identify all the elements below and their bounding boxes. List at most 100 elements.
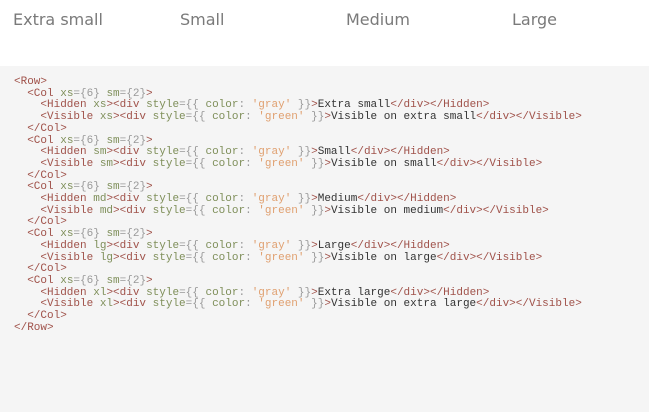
code-tag: </Col> (27, 310, 67, 323)
code-string: 'gray' (251, 146, 292, 159)
code-attribute: style (152, 204, 186, 217)
code-line: </Col> (0, 217, 649, 229)
code-line: <Visible sm><div style={{ color: 'green'… (0, 157, 649, 171)
demo-label-large: Large (512, 10, 558, 29)
code-tag: > (324, 111, 331, 124)
code-text: Visible on extra large (330, 298, 477, 311)
code-text: Visible on large (330, 251, 437, 264)
code-punctuation: }} (304, 251, 325, 264)
code-tag: </div></Visible> (476, 111, 582, 124)
code-text (14, 287, 40, 299)
code-tag: ><div (106, 146, 140, 159)
code-tag: <Hidden (40, 146, 87, 159)
code-tag: <Hidden (40, 193, 87, 206)
code-text (14, 205, 40, 217)
code-attribute: xs (60, 181, 74, 194)
code-tag: ><div (106, 99, 140, 112)
code-punctuation: }} (291, 146, 312, 159)
code-punctuation: ={{ (179, 146, 206, 159)
code-attribute: sm (106, 181, 120, 194)
code-tag: <Visible (40, 204, 94, 217)
code-text (14, 135, 27, 147)
code-line: </Col> (0, 170, 649, 183)
code-tag: </div></Hidden> (350, 239, 450, 252)
code-line: <Row> (0, 76, 649, 89)
code-punctuation: }} (304, 157, 325, 170)
code-tag: > (311, 99, 318, 112)
code-punctuation: ={{ (185, 204, 213, 217)
code-string: 'green' (258, 251, 305, 264)
code-tag: </div></Visible> (476, 298, 582, 311)
code-string: 'green' (258, 157, 305, 170)
code-text (14, 146, 40, 158)
code-punctuation: ={6} (73, 181, 100, 194)
code-attribute: style (152, 298, 186, 311)
code-tag: > (324, 298, 331, 311)
code-attribute: xs (60, 228, 74, 241)
code-tag: <Col (27, 228, 54, 241)
code-attribute: color (205, 146, 239, 159)
code-tag: </Col> (27, 216, 67, 229)
code-punctuation: : (245, 298, 259, 311)
code-line: <Hidden md><div style={{ color: 'gray' }… (0, 193, 649, 206)
code-text (14, 111, 40, 123)
code-text (14, 310, 27, 322)
code-punctuation: : (245, 204, 259, 217)
code-line: <Col xs={6} sm={2}> (0, 181, 649, 194)
code-attribute: lg (93, 239, 107, 252)
code-punctuation: ={2} (119, 134, 147, 147)
code-line: <Hidden lg><div style={{ color: 'gray' }… (0, 239, 649, 253)
code-text (146, 205, 153, 217)
code-attribute: xs (99, 111, 114, 124)
code-tag: ><div (113, 204, 147, 217)
code-line: <Col xs={6} sm={2}> (0, 274, 649, 288)
code-tag: </Row> (14, 321, 54, 334)
code-line: <Hidden sm><div style={{ color: 'gray' }… (0, 146, 649, 159)
code-tag: ><div (113, 157, 147, 170)
code-attribute: sm (99, 157, 114, 170)
code-tag: <Visible (40, 111, 94, 124)
demo-label-small: Small (180, 10, 225, 29)
code-tag: > (146, 274, 153, 287)
code-line: <Hidden xs><div style={{ color: 'gray' }… (0, 100, 649, 112)
code-text (14, 123, 27, 135)
code-tag: > (324, 251, 331, 264)
code-text (146, 298, 153, 310)
code-attribute: color (205, 193, 239, 206)
code-tag: > (146, 87, 153, 100)
code-attribute: sm (106, 274, 120, 287)
code-attribute: style (152, 157, 186, 170)
code-text: Visible on extra small (330, 111, 477, 124)
code-attribute: color (212, 251, 246, 264)
code-text: Visible on medium (330, 204, 444, 217)
code-text (14, 170, 27, 182)
code-tag: > (311, 239, 318, 252)
code-text (14, 275, 27, 287)
code-attribute: xs (60, 134, 74, 147)
code-attribute: xs (60, 274, 74, 287)
code-attribute: sm (106, 134, 120, 147)
code-attribute: sm (106, 87, 120, 100)
code-tag: <Col (27, 87, 54, 100)
code-punctuation: ={{ (185, 157, 213, 170)
code-attribute: xl (93, 286, 107, 299)
code-text (14, 228, 27, 240)
code-line: <Visible lg><div style={{ color: 'green'… (0, 251, 649, 265)
code-text (14, 263, 27, 275)
code-tag: </div></Visible> (436, 157, 543, 170)
code-text (14, 240, 40, 252)
code-tag: > (146, 181, 153, 194)
code-text (93, 298, 100, 310)
code-text (146, 252, 153, 264)
code-line: <Col xs={6} sm={2}> (0, 134, 649, 148)
code-tag: ><div (106, 193, 140, 206)
code-line: <Visible xs><div style={{ color: 'green'… (0, 111, 649, 124)
code-text (14, 99, 40, 111)
code-attribute: color (212, 111, 246, 124)
code-punctuation: : (238, 239, 252, 252)
code-punctuation: ={6} (73, 134, 100, 147)
code-string: 'gray' (251, 239, 292, 252)
code-tag: <Col (27, 181, 54, 194)
code-punctuation: ={6} (73, 228, 100, 241)
demo-label-extra-small: Extra small (13, 10, 103, 29)
